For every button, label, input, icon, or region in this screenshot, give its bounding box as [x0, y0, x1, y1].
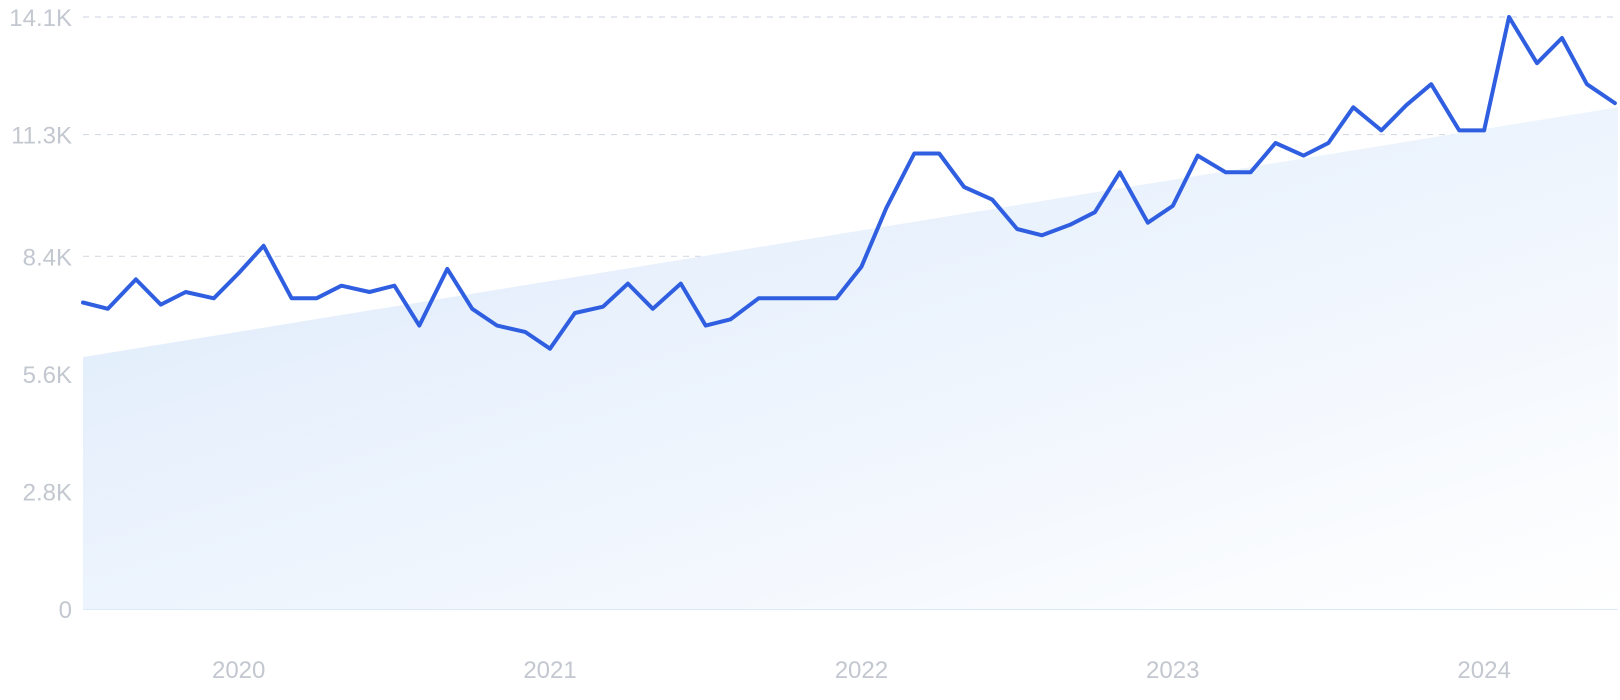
y-tick-label: 8.4K — [23, 244, 72, 271]
x-tick-label: 2024 — [1457, 657, 1510, 684]
x-axis: 2020 2021 2022 2023 2024 — [212, 657, 1511, 684]
trend-area — [83, 107, 1618, 609]
y-tick-label: 0 — [59, 597, 72, 624]
x-tick-label: 2020 — [212, 657, 265, 684]
y-tick-label: 5.6K — [23, 362, 72, 389]
series-line — [81, 15, 1617, 351]
series-line-layer — [81, 15, 1617, 351]
trend-area-fill — [83, 107, 1618, 609]
x-tick-label: 2022 — [835, 657, 888, 684]
y-tick-label: 14.1K — [9, 5, 72, 32]
y-axis: 0 2.8K 5.6K 8.4K 11.3K 14.1K — [9, 5, 72, 624]
x-tick-label: 2023 — [1146, 657, 1199, 684]
x-tick-label: 2021 — [523, 657, 576, 684]
y-tick-label: 11.3K — [11, 123, 72, 150]
y-tick-label: 2.8K — [23, 479, 72, 506]
